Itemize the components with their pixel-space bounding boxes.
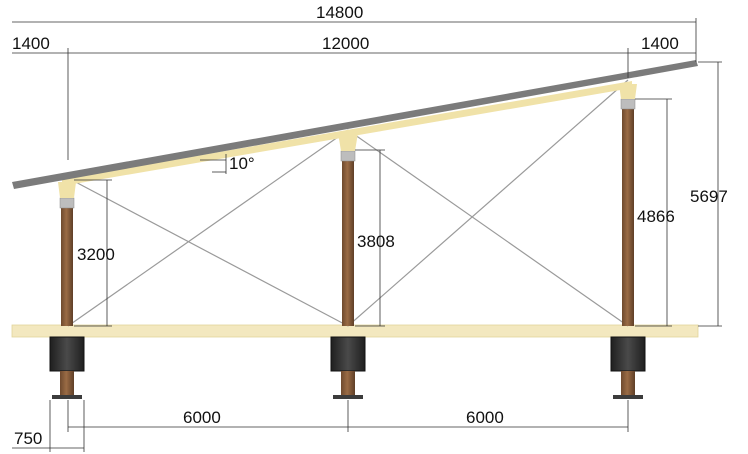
post-right	[622, 103, 634, 326]
foundation-left	[49, 336, 85, 399]
foundation-right	[610, 336, 646, 399]
posts	[59, 98, 636, 326]
brace-left-2	[67, 129, 349, 327]
left-bay-label: 6000	[183, 408, 221, 427]
brace-left-1	[67, 177, 349, 327]
brace-right-2	[347, 79, 629, 327]
cross-braces	[67, 79, 629, 327]
roof-panel	[12, 60, 698, 189]
right-post-height-label: 4866	[637, 207, 675, 226]
total-width-label: 14800	[316, 3, 363, 22]
post-height-dimensions: 3200 3808 4866 5697	[74, 61, 728, 327]
overall-height-label: 5697	[690, 187, 728, 206]
right-overhang-label: 1400	[641, 34, 679, 53]
brace-right-1	[347, 129, 629, 327]
floor-slab	[11, 324, 699, 338]
foundation-offset-label: 750	[14, 429, 42, 448]
middle-post-height-label: 3808	[357, 232, 395, 251]
main-span-label: 12000	[322, 34, 369, 53]
post-middle	[342, 155, 354, 326]
bottom-dimensions: 6000 6000 750	[12, 400, 629, 452]
left-post-height-label: 3200	[77, 245, 115, 264]
foundations	[49, 336, 646, 399]
roof-angle-label: 10°	[229, 154, 255, 173]
angle-marker: 10°	[200, 154, 255, 174]
left-overhang-label: 1400	[12, 34, 50, 53]
right-bay-label: 6000	[466, 408, 504, 427]
post-left	[61, 202, 73, 326]
top-dimensions: 14800 1400 12000 1400	[12, 3, 697, 160]
foundation-middle	[330, 336, 366, 399]
